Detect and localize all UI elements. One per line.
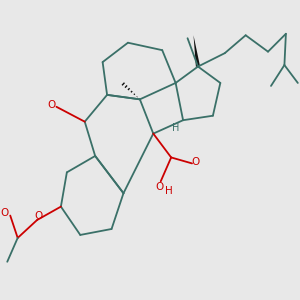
Text: O: O <box>155 182 164 192</box>
Polygon shape <box>194 35 200 67</box>
Text: H: H <box>165 186 173 196</box>
Text: O: O <box>1 208 9 218</box>
Text: O: O <box>47 100 55 110</box>
Text: O: O <box>34 211 43 220</box>
Text: O: O <box>191 157 200 167</box>
Text: H: H <box>172 123 179 133</box>
